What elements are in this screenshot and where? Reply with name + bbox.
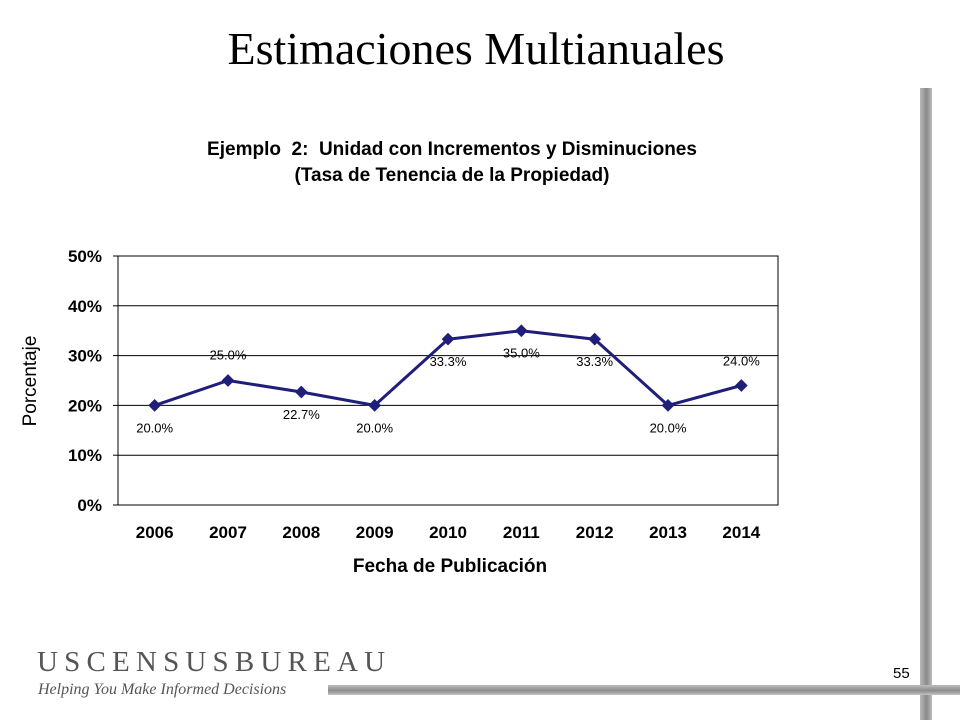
x-tick-label: 2006 — [136, 523, 174, 542]
page-number: 55 — [893, 665, 910, 682]
chart-title: Ejemplo 2: Unidad con Incrementos y Dism… — [207, 139, 697, 160]
slide-title: Estimaciones Multianuales — [227, 23, 725, 74]
x-tick-label: 2012 — [576, 523, 614, 542]
decorative-horizontal-bar — [328, 685, 960, 695]
x-tick-label: 2007 — [209, 523, 247, 542]
plot-area — [117, 255, 779, 506]
y-tick-label: 0% — [77, 496, 102, 515]
x-tick-label: 2009 — [356, 523, 394, 542]
data-point — [148, 399, 162, 412]
x-tick-label: 2013 — [649, 523, 687, 542]
x-tick-label: 2011 — [503, 523, 540, 542]
y-tick-label: 10% — [68, 446, 102, 465]
y-tick-label: 20% — [68, 396, 102, 415]
data-point — [294, 385, 308, 399]
data-point — [441, 332, 455, 346]
data-label: 25.0% — [210, 348, 247, 363]
data-label: 35.0% — [503, 346, 540, 361]
data-label: 24.0% — [723, 353, 760, 368]
y-tick-label: 40% — [68, 297, 102, 316]
data-label: 22.7% — [283, 407, 320, 422]
data-label: 33.3% — [430, 354, 467, 369]
data-label: 20.0% — [650, 420, 687, 435]
y-axis-label: Porcentaje — [20, 336, 41, 427]
x-axis-label: Fecha de Publicación — [353, 556, 547, 577]
x-tick-label: 2010 — [429, 523, 467, 542]
y-tick-label: 30% — [68, 347, 102, 366]
data-label: 33.3% — [576, 354, 613, 369]
y-tick-label: 50% — [68, 247, 102, 266]
x-tick-label: 2014 — [722, 523, 760, 542]
data-point — [221, 374, 235, 387]
x-tick-label: 2008 — [282, 523, 320, 542]
decorative-vertical-bar — [920, 88, 932, 720]
chart-subtitle: (Tasa de Tenencia de la Propiedad) — [295, 165, 610, 186]
census-bureau-logo: USCENSUSBUREAU — [37, 646, 392, 678]
data-point — [368, 399, 382, 412]
data-label: 20.0% — [136, 420, 173, 435]
logo-tagline: Helping You Make Informed Decisions — [38, 681, 287, 698]
data-label: 20.0% — [356, 420, 393, 435]
